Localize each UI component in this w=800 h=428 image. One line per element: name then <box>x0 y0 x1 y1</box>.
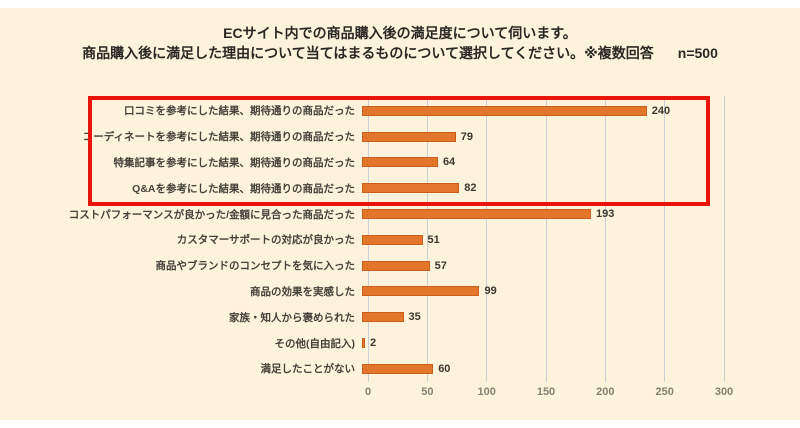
bar-row: Q&Aを参考にした結果、期待通りの商品だった 82 <box>0 175 800 201</box>
value-label: 35 <box>408 311 421 324</box>
bar-row: その他(自由記入) 2 <box>0 330 800 356</box>
category-label: その他(自由記入) <box>274 337 356 350</box>
bar-row: コストパフォーマンスが良かった/金額に見合った商品だった 193 <box>0 201 800 227</box>
chart-title-line2: 商品購入後に満足した理由について当てはまるものについて選択してください。※複数回… <box>82 45 654 61</box>
bar <box>362 286 480 297</box>
x-tick-label: 200 <box>596 386 615 398</box>
value-label: 64 <box>442 156 456 169</box>
bar <box>362 260 430 271</box>
x-tick-label: 50 <box>421 386 434 398</box>
value-label: 51 <box>427 233 440 246</box>
category-label: カスタマーサポートの対応が良かった <box>176 234 355 247</box>
chart-title-line1: ECサイト内での商品購入後の満足度について伺います。 <box>223 25 577 41</box>
x-gridline <box>604 96 606 382</box>
value-label: 79 <box>460 130 473 143</box>
bar-row: カスタマーサポートの対応が良かった 51 <box>0 227 800 253</box>
bar-area: 35 <box>362 311 800 323</box>
x-gridline <box>426 96 428 382</box>
bar-area: 82 <box>362 182 800 194</box>
bar <box>362 105 647 116</box>
bar-row: 家族・知人から褒められた 35 <box>0 304 800 330</box>
x-tick-label: 250 <box>655 386 674 398</box>
bar-row: 商品やブランドのコンセプトを気に入った 57 <box>0 253 800 279</box>
bar-row: 口コミを参考にした結果、期待通りの商品だった 240 <box>0 98 800 124</box>
category-label: 商品の効果を実感した <box>250 285 355 298</box>
chart-title-block: ECサイト内での商品購入後の満足度について伺います。 商品購入後に満足した理由に… <box>0 24 800 63</box>
bar-area: 64 <box>362 156 800 168</box>
bar-area: 2 <box>362 337 800 349</box>
bar-row: コーディネートを参考にした結果、期待通りの商品だった 79 <box>0 124 800 150</box>
category-label: 満足したことがない <box>260 363 356 376</box>
value-label: 193 <box>596 208 615 221</box>
x-tick-label: 150 <box>536 386 556 398</box>
bar-area: 60 <box>362 363 800 375</box>
bar-rows-container: 口コミを参考にした結果、期待通りの商品だった 240 コーディネートを参考にした結果… <box>0 98 800 382</box>
category-label: 特集記事を参考にした結果、期待通りの商品だった <box>113 156 356 169</box>
bar <box>362 338 365 349</box>
bar-area: 51 <box>362 234 800 246</box>
bar-row: 満足したことがない 60 <box>0 356 800 382</box>
bar <box>362 157 438 168</box>
value-label: 82 <box>464 182 477 195</box>
category-label: コストパフォーマンスが良かった/金額に見合った商品だった <box>68 208 355 221</box>
chart-title-line2-wrap: 商品購入後に満足した理由について当てはまるものについて選択してください。※複数回… <box>0 44 800 63</box>
value-label: 60 <box>438 362 451 375</box>
bar <box>362 131 456 142</box>
category-label: 口コミを参考にした結果、期待通りの商品だった <box>124 105 355 118</box>
x-tick-label: 300 <box>714 386 734 398</box>
category-label: Q&Aを参考にした結果、期待通りの商品だった <box>132 182 355 195</box>
x-gridline <box>664 96 666 382</box>
value-label: 240 <box>651 104 671 117</box>
bar-row: 特集記事を参考にした結果、期待通りの商品だった 64 <box>0 150 800 176</box>
x-gridline <box>486 96 488 382</box>
x-tick-label: 100 <box>477 386 496 398</box>
value-label: 2 <box>370 337 377 350</box>
category-label: 家族・知人から褒められた <box>229 311 355 324</box>
bar <box>362 363 434 374</box>
bar-area: 240 <box>362 105 800 117</box>
x-gridline <box>723 96 725 382</box>
bar-area: 79 <box>362 131 800 143</box>
bar <box>362 312 404 323</box>
bar-area: 99 <box>362 285 800 297</box>
value-label: 57 <box>434 259 447 272</box>
bar-area: 57 <box>362 260 800 272</box>
x-gridline <box>545 96 547 382</box>
bar-row: 商品の効果を実感した 99 <box>0 279 800 305</box>
x-tick-label: 0 <box>364 386 372 398</box>
category-label: コーディネートを参考にした結果、期待通りの商品だった <box>82 131 355 144</box>
bar-area: 193 <box>362 208 800 220</box>
sample-size-label: n=500 <box>677 45 718 61</box>
bar <box>362 234 423 245</box>
value-label: 99 <box>484 285 497 298</box>
category-label: 商品やブランドのコンセプトを気に入った <box>155 260 356 273</box>
bar <box>362 209 592 220</box>
bar <box>362 183 460 194</box>
